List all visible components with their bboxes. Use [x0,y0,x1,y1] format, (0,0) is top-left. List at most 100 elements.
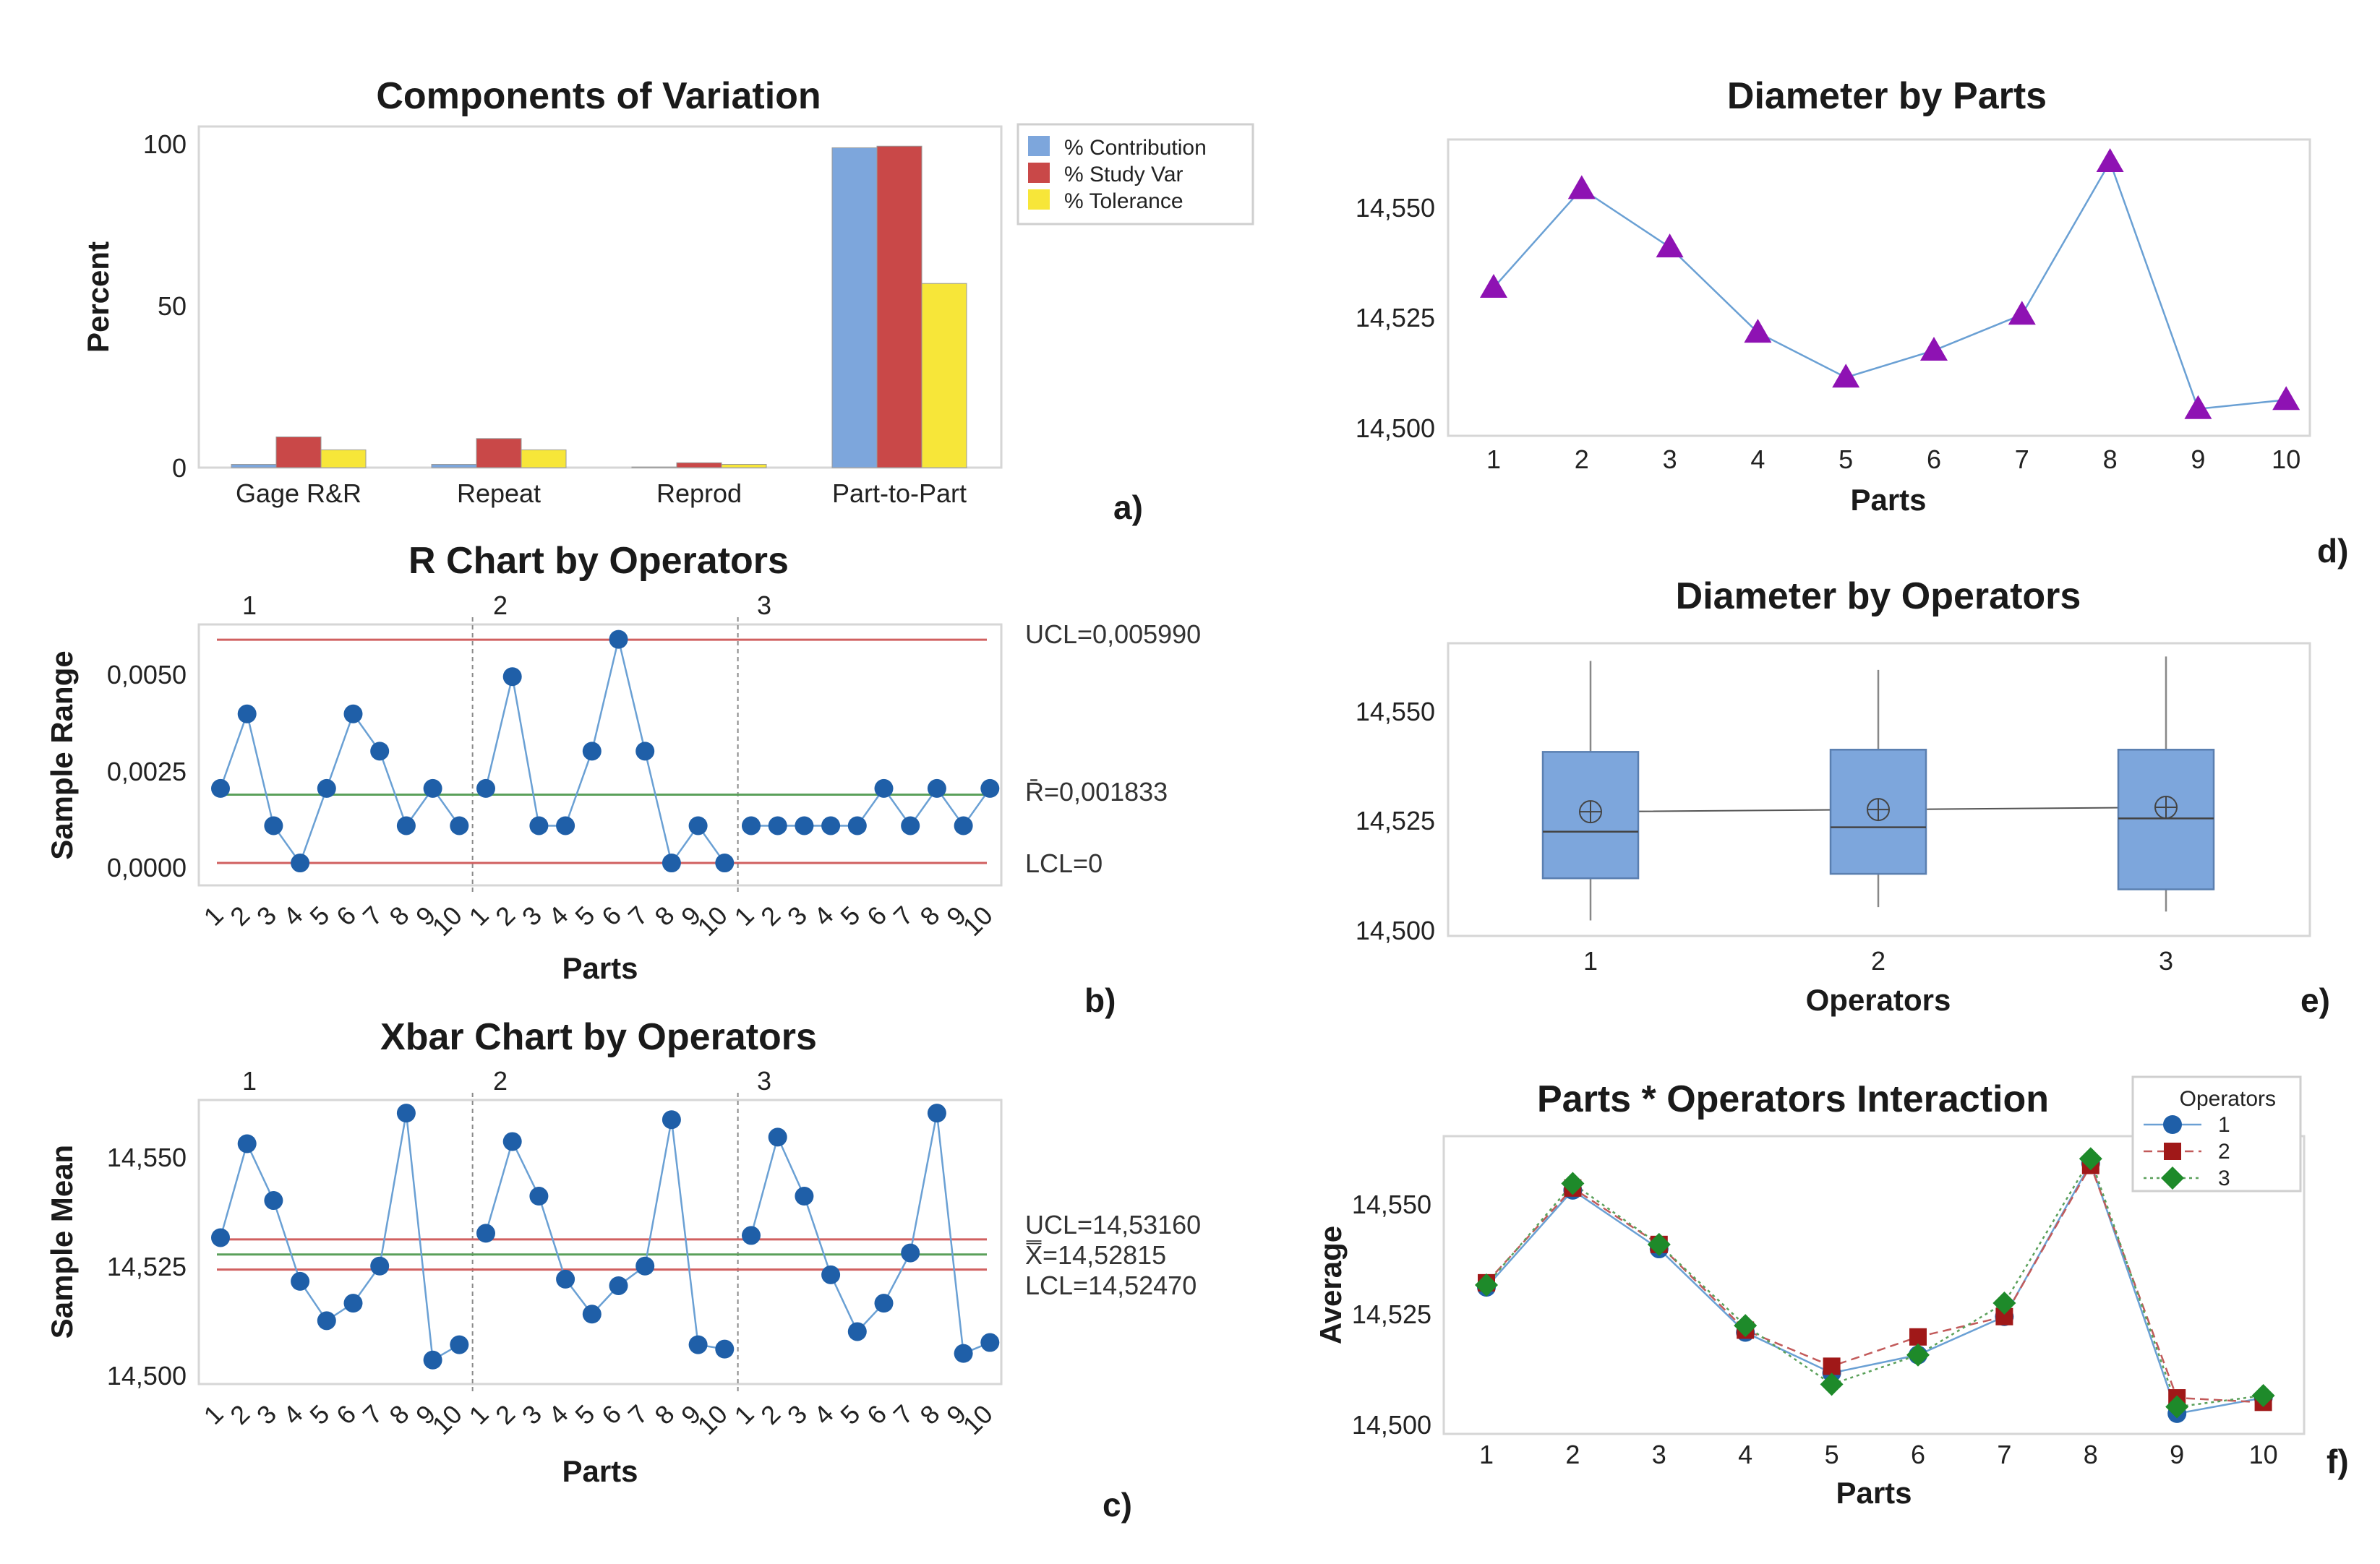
data-point [954,816,973,835]
bar-contribution [231,464,277,468]
data-point-triangle [1744,319,1772,343]
data-point [688,1335,708,1354]
panel-d-ytick: 14,500 [1356,413,1435,443]
data-point [742,1226,761,1245]
panel-b-x-label: Parts [562,951,638,985]
data-point [609,1276,628,1295]
data-point-operator-3 [1475,1273,1498,1297]
x-tick-label: 7 [622,901,654,932]
series-line [484,639,726,866]
x-tick-label: 8 [914,901,945,932]
data-point [821,1265,841,1284]
panel-f-x-label: Parts [1836,1476,1912,1510]
data-point [635,742,655,761]
x-tick-label: 2 [755,901,786,932]
x-tick-label: 10 [692,901,733,942]
panel-b-group-labels: 1 2 3 [242,590,771,620]
x-tick-label: 4 [1750,444,1765,474]
data-point [609,630,628,649]
x-tick-label: 3 [251,901,282,932]
panel-a-legend-box [1016,123,1254,225]
data-point-operator-3 [1992,1291,2016,1315]
data-point [901,1243,920,1263]
panel-a-categories: Gage R&R Repeat Reprod Part-to-Part [236,478,967,508]
panel-f-label: f) [2327,1443,2349,1480]
x-tick-label: 6 [1911,1440,1925,1469]
data-point-triangle [1567,175,1596,199]
panel-d-x-ticks: 1 2 3 4 5 6 7 8 9 10 [1486,444,2300,474]
data-point [688,816,708,835]
panel-f-legend-label: 3 [2218,1166,2230,1190]
panel-e-xtick: 1 [1583,946,1598,976]
x-tick-label: 1 [1486,444,1501,474]
panel-f-ytick: 14,550 [1352,1190,1431,1219]
panel-c-y-label: Sample Mean [45,1145,79,1339]
panel-e-xtick: 2 [1871,946,1885,976]
data-point-triangle [2096,148,2124,173]
bar-contribution [431,464,477,468]
data-point [635,1256,655,1276]
x-tick-label: 6 [596,1399,627,1430]
panel-f-title: Parts * Operators Interaction [1537,1078,2049,1120]
data-point-triangle [1920,336,1948,361]
panel-f-y-label: Average [1314,1226,1348,1344]
panel-d-ytick: 14,550 [1356,193,1435,223]
panel-b-y-ticks: 0,0000 0,0025 0,0050 [107,660,187,882]
panel-a-title: Components of Variation [376,75,821,117]
data-point [476,778,495,798]
panel-c-group-labels: 1 2 3 [242,1066,771,1096]
series-line [484,1119,725,1350]
data-point [795,816,814,835]
panel-b-ytick: 0,0000 [107,853,187,882]
data-point [980,1333,1000,1352]
panel-b-group-label: 3 [757,590,771,620]
data-point [291,854,310,873]
bar-studyvar [676,462,722,468]
panel-e-title: Diameter by Operators [1676,575,2081,617]
panel-c-series [211,1093,1000,1391]
x-tick-label: 10 [2272,444,2300,474]
panel-b-group-label: 2 [493,590,508,620]
legend-swatch-tolerance [1028,189,1050,210]
panel-b-ytick: 0,0025 [107,757,187,786]
x-tick-label: 7 [1997,1440,2011,1469]
panel-f-ytick: 14,500 [1352,1410,1431,1440]
data-point [768,1127,787,1147]
data-point [450,1335,469,1354]
series-line [1493,160,2287,411]
x-tick-label: 8 [383,901,414,932]
panel-c-ytick: 14,550 [107,1143,187,1172]
panel-b-label: b) [1084,981,1116,1019]
data-point-triangle [2272,386,2300,411]
data-point [237,704,257,723]
series-line [751,786,991,828]
panel-a-label: a) [1113,489,1143,526]
data-point-operator-3 [1561,1172,1585,1195]
x-tick-label: 1 [729,1399,760,1430]
panel-b-y-label: Sample Range [45,650,79,859]
panel-c-xbar-chart: Xbar Chart by Operators Sample Mean 14,5… [45,1016,1201,1524]
data-point [874,778,894,798]
x-tick-label: 2 [224,1399,255,1430]
x-tick-label: 9 [2170,1440,2184,1469]
data-point [715,854,735,873]
x-tick-label: 7 [888,901,919,932]
bar-contribution [631,466,677,468]
x-tick-label: 8 [648,1399,680,1430]
x-tick-label: 8 [2103,444,2118,474]
panel-c-y-ticks: 14,500 14,525 14,550 [107,1143,187,1391]
panel-a-category-label: Repeat [457,478,541,508]
panel-f-y-ticks: 14,500 14,525 14,550 [1352,1190,1431,1440]
panel-a-ytick: 50 [158,291,187,321]
x-tick-label: 10 [427,1399,468,1440]
data-point [211,1228,230,1247]
data-point [954,1344,973,1363]
data-point [502,667,522,687]
data-point [715,1339,735,1359]
bar-tolerance [721,464,767,468]
series-line [219,710,461,865]
data-point [317,1311,336,1331]
legend-label-tolerance: % Tolerance [1064,189,1183,213]
x-tick-label: 3 [516,1399,547,1430]
